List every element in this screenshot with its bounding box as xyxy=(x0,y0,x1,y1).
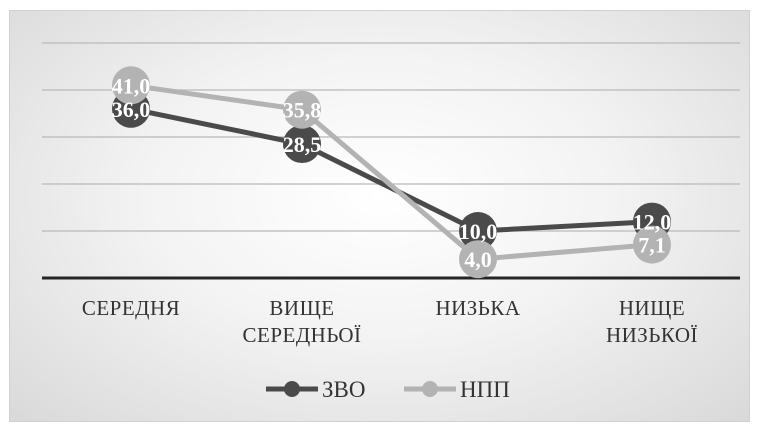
data-point xyxy=(459,240,497,279)
series-markers xyxy=(112,66,671,279)
x-tick-labels: СЕРЕДНЯ ВИЩЕ СЕРЕДНЬОЇ НИЗЬКА НИЩЕ НИЗЬКОЇ xyxy=(82,296,698,347)
series-line-zvo xyxy=(130,106,653,234)
data-label: 35,8 xyxy=(283,98,322,123)
data-label: 4,0 xyxy=(464,247,492,272)
data-point xyxy=(283,90,321,129)
x-tick-label: НИЗЬКА xyxy=(435,296,520,320)
x-tick-label: ВИЩЕ СЕРЕДНЬОЇ xyxy=(242,296,361,347)
data-label: 12,0 xyxy=(633,210,672,235)
data-point xyxy=(112,66,150,105)
data-point xyxy=(633,225,671,264)
data-labels: 36,0 28,5 10,0 12,0 41,0 35,8 4,0 7,1 xyxy=(112,73,672,272)
data-label: 7,1 xyxy=(638,233,666,258)
legend: ЗВО НПП xyxy=(266,377,510,402)
data-point xyxy=(283,125,321,164)
legend-marker xyxy=(422,381,438,397)
data-label: 41,0 xyxy=(112,73,151,98)
x-tick-label: СЕРЕДНЯ xyxy=(82,296,180,320)
data-label: 36,0 xyxy=(112,97,151,122)
data-label: 10,0 xyxy=(459,219,498,244)
data-label: 28,5 xyxy=(283,132,322,157)
gridlines xyxy=(42,42,740,232)
x-tick-label: НИЩЕ НИЗЬКОЇ xyxy=(606,296,698,347)
series-lines xyxy=(130,82,653,262)
legend-label: НПП xyxy=(460,377,510,402)
legend-label: ЗВО xyxy=(322,377,365,402)
series-line-npp xyxy=(130,82,653,262)
data-point xyxy=(459,212,497,250)
legend-marker xyxy=(284,381,300,397)
